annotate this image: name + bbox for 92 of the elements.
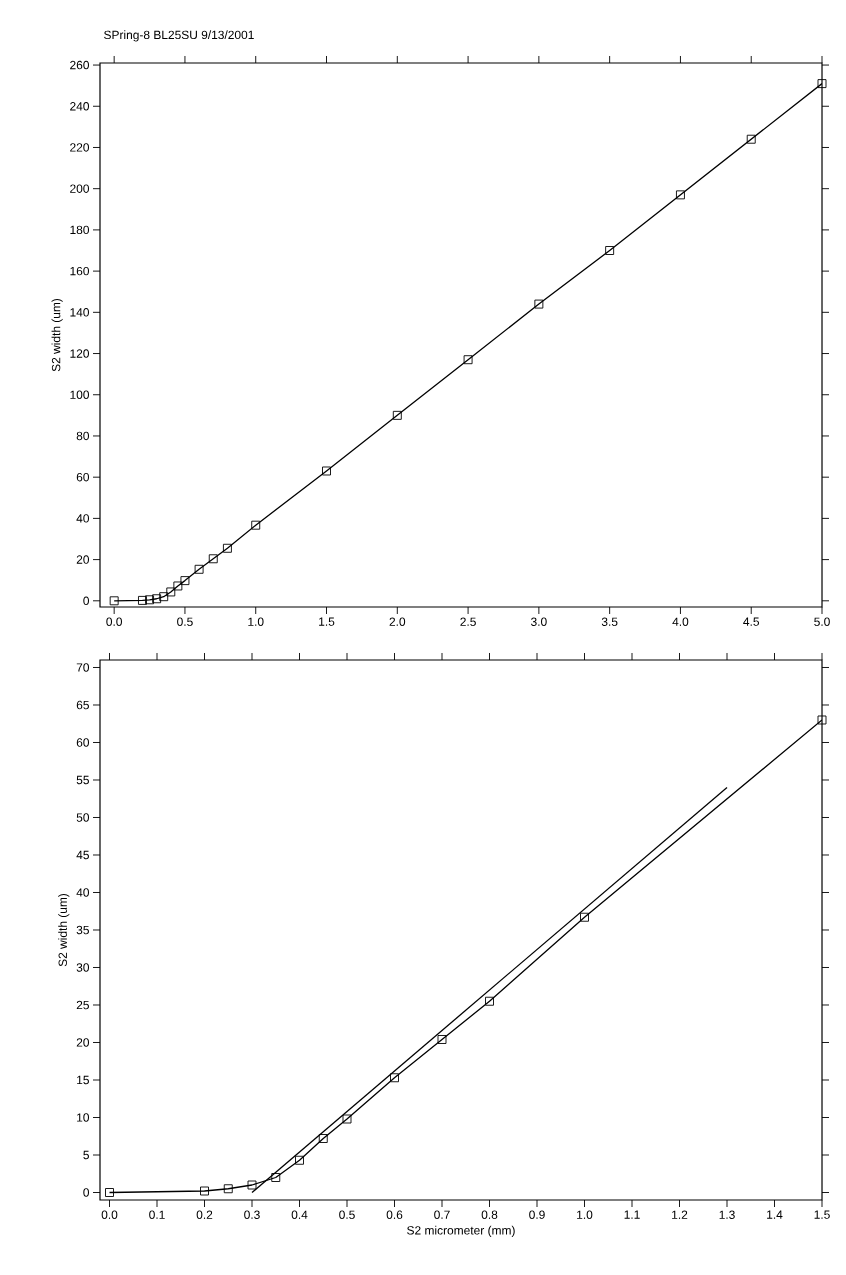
point (437, 1035, 447, 1044)
y-tick-label: 70 (76, 663, 90, 672)
y-tick-label: 60 (76, 472, 90, 482)
x-tick-label: 0.7 (434, 1210, 450, 1219)
point (271, 1173, 281, 1182)
y-tick-label: 20 (76, 555, 90, 564)
y-tick-label: 260 (70, 60, 90, 70)
y-tick-label: 160 (70, 266, 90, 276)
point (223, 1184, 233, 1194)
y-tick-label: 0 (83, 1188, 90, 1197)
x-tick-label: 0.0 (106, 617, 123, 626)
point (173, 581, 183, 591)
y-tick-label: 5 (83, 1150, 89, 1160)
point (180, 576, 190, 586)
point (208, 554, 218, 564)
y-tick-label: 200 (70, 184, 90, 193)
y-tick-label: 30 (76, 963, 90, 972)
x-tick-label: 0.8 (481, 1210, 498, 1219)
x-tick-label: 0.9 (529, 1210, 545, 1219)
point (138, 595, 147, 605)
y-tick-label: 180 (70, 225, 90, 235)
point (817, 715, 827, 725)
point (392, 410, 402, 420)
y-tick-label: 10 (77, 1113, 90, 1122)
x-tick-label: 2.5 (460, 617, 476, 626)
point (145, 595, 154, 605)
x-tick-label: 3.5 (601, 617, 618, 626)
x-tick-label: 4.5 (743, 617, 760, 626)
point (817, 79, 827, 89)
y-tick-label: 65 (76, 700, 89, 710)
x-tick-label: 1.5 (319, 617, 335, 626)
y-tick-label: 40 (76, 888, 90, 897)
point (605, 246, 615, 255)
chart-title: SPring-8 BL25SU 9/13/2001 (104, 30, 254, 42)
x-tick-label: 1.0 (248, 617, 264, 626)
y-tick-label: 15 (77, 1075, 89, 1085)
point (580, 912, 589, 922)
y-tick-label: 120 (70, 349, 90, 358)
x-tick-label: 1.3 (719, 1210, 735, 1219)
point (463, 355, 473, 365)
x-axis-title: S2 micrometer (mm) (407, 1225, 515, 1237)
x-tick-label: 3.0 (531, 617, 547, 626)
y-axis-title: S2 width (um) (58, 893, 70, 967)
x-tick-label: 0.3 (244, 1210, 260, 1219)
x-tick-label: 0.1 (149, 1210, 165, 1219)
point (390, 1073, 399, 1083)
y-tick-label: 20 (76, 1038, 90, 1047)
x-tick-label: 0.4 (291, 1210, 308, 1219)
point (222, 543, 232, 553)
x-tick-label: 0.0 (101, 1210, 118, 1219)
point (247, 1180, 257, 1190)
x-tick-label: 0.5 (339, 1210, 355, 1219)
point (534, 299, 544, 309)
point (318, 1134, 328, 1143)
y-tick-label: 80 (76, 431, 90, 441)
y-tick-label: 0 (83, 596, 90, 606)
point (342, 1114, 352, 1124)
x-tick-label: 1.0 (577, 1210, 593, 1219)
point (485, 996, 494, 1006)
y-tick-label: 40 (76, 514, 90, 523)
x-tick-label: 0.2 (196, 1210, 213, 1219)
y-tick-label: 140 (70, 308, 90, 317)
y-tick-label: 60 (76, 738, 90, 747)
x-tick-label: 1.5 (814, 1210, 830, 1219)
point (251, 520, 261, 530)
x-tick-label: 5.0 (814, 617, 830, 626)
x-tick-label: 4.0 (672, 617, 689, 626)
x-tick-label: 1.2 (672, 1210, 688, 1219)
x-tick-label: 0.5 (177, 617, 193, 626)
point (159, 592, 169, 602)
y-tick-label: 50 (76, 813, 90, 822)
point (152, 594, 162, 604)
y-axis-title: S2 width (um) (51, 298, 63, 372)
y-tick-label: 25 (76, 1000, 89, 1010)
y-tick-label: 35 (76, 925, 89, 935)
y-tick-label: 240 (70, 102, 90, 111)
y-tick-label: 100 (70, 390, 90, 399)
x-tick-label: 0.6 (386, 1210, 403, 1219)
point (322, 466, 331, 476)
x-tick-label: 2.0 (389, 617, 406, 626)
point (166, 587, 176, 597)
y-tick-label: 55 (76, 775, 89, 785)
point (295, 1155, 304, 1165)
x-tick-label: 1.1 (624, 1210, 640, 1219)
y-tick-label: 220 (70, 143, 90, 152)
x-tick-label: 1.4 (767, 1210, 783, 1219)
point (194, 564, 204, 574)
point (109, 596, 119, 606)
y-tick-label: 45 (76, 850, 89, 860)
point (675, 190, 685, 200)
point (746, 134, 756, 144)
point (200, 1186, 209, 1196)
